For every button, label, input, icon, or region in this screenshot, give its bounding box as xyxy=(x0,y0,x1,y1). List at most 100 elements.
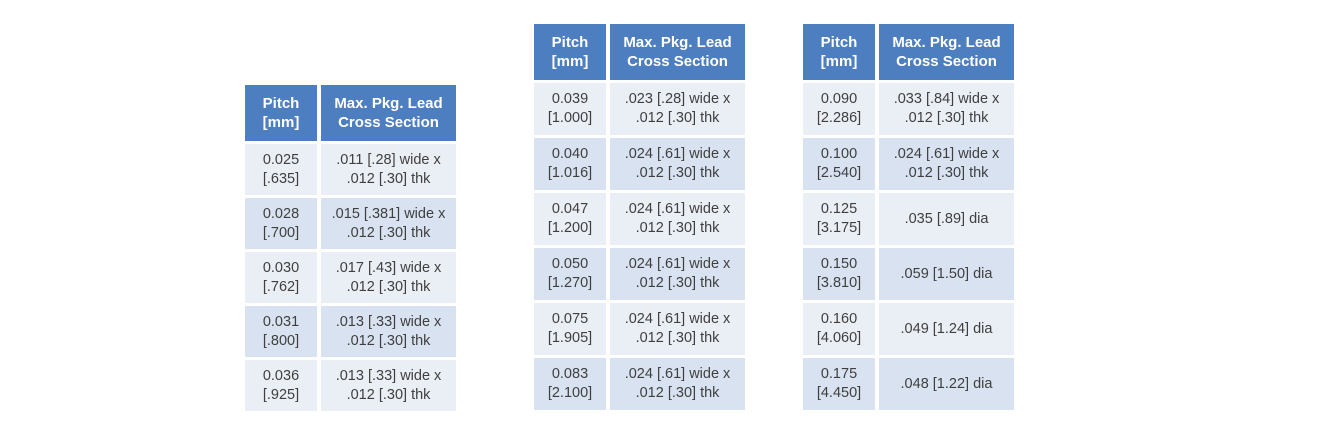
pitch-value-mm: [.700] xyxy=(262,224,300,241)
pitch-value-inches: 0.150 xyxy=(820,256,858,272)
pitch-header-unit: [mm] xyxy=(820,53,858,70)
pitch-value-mm: [.800] xyxy=(262,332,300,349)
cross-section-line: .024 [.61] wide x xyxy=(624,256,731,272)
cross-section-line: .033 [.84] wide x xyxy=(893,91,1000,107)
cross-section-cell: .035 [.89] dia xyxy=(879,193,1014,245)
pitch-value-mm: [2.100] xyxy=(547,385,593,401)
pitch-cell: 0.160 [4.060] xyxy=(803,303,875,355)
cross-section-line: .012 [.30] thk xyxy=(346,386,431,403)
cross-section-line: .012 [.30] thk xyxy=(635,330,720,346)
cross-section-cell: .013 [.33] wide x .012 [.30] thk xyxy=(321,306,456,357)
pitch-value-mm: [.925] xyxy=(262,386,300,403)
pitch-value-mm: [2.286] xyxy=(816,110,862,126)
cross-section-line: .059 [1.50] dia xyxy=(900,265,993,282)
cross-section-line: .023 [.28] wide x xyxy=(624,91,731,107)
cross-header-line1: Max. Pkg. Lead xyxy=(623,34,732,51)
pitch-cell: 0.040 [1.016] xyxy=(534,138,606,190)
pitch-value-inches: 0.047 xyxy=(551,201,589,217)
pitch-value-inches: 0.175 xyxy=(820,366,858,382)
pitch-cell: 0.039 [1.000] xyxy=(534,83,606,135)
cross-section-header-cell: Max. Pkg. Lead Cross Section xyxy=(610,24,745,80)
pitch-value-inches: 0.090 xyxy=(820,91,858,107)
cross-section-cell: .024 [.61] wide x .012 [.30] thk xyxy=(610,193,745,245)
pitch-value-inches: 0.039 xyxy=(551,91,589,107)
cross-header-line1: Max. Pkg. Lead xyxy=(892,34,1001,51)
cross-section-line: .012 [.30] thk xyxy=(346,332,431,349)
pitch-value-inches: 0.030 xyxy=(262,259,300,276)
pitch-header-unit: [mm] xyxy=(262,114,300,131)
pitch-value-inches: 0.040 xyxy=(551,146,589,162)
pitch-value-inches: 0.028 xyxy=(262,205,300,222)
cross-section-header-cell: Max. Pkg. Lead Cross Section xyxy=(879,24,1014,80)
pitch-value-mm: [1.200] xyxy=(547,220,593,236)
cross-section-line: .048 [1.22] dia xyxy=(900,375,993,392)
cross-section-line: .012 [.30] thk xyxy=(346,170,431,187)
pitch-value-inches: 0.100 xyxy=(820,146,858,162)
cross-section-line: .012 [.30] thk xyxy=(635,275,720,291)
pitch-header-cell: Pitch [mm] xyxy=(245,85,317,141)
pitch-value-mm: [1.016] xyxy=(547,165,593,181)
cross-section-cell: .015 [.381] wide x .012 [.30] thk xyxy=(321,198,456,249)
pitch-cell: 0.100 [2.540] xyxy=(803,138,875,190)
pitch-cell: 0.047 [1.200] xyxy=(534,193,606,245)
cross-section-line: .012 [.30] thk xyxy=(904,110,989,126)
pitch-value-inches: 0.031 xyxy=(262,313,300,330)
pitch-value-inches: 0.083 xyxy=(551,366,589,382)
cross-section-line: .035 [.89] dia xyxy=(904,210,989,227)
pitch-value-mm: [.635] xyxy=(262,170,300,187)
pitch-header-label: Pitch xyxy=(551,34,589,51)
cross-section-line: .011 [.28] wide x xyxy=(336,151,441,168)
cross-section-line: .024 [.61] wide x xyxy=(624,311,731,327)
pitch-value-inches: 0.036 xyxy=(262,367,300,384)
pitch-value-inches: 0.050 xyxy=(551,256,589,272)
pitch-value-mm: [1.270] xyxy=(547,275,593,291)
pitch-cell: 0.030 [.762] xyxy=(245,252,317,303)
cross-section-cell: .017 [.43] wide x .012 [.30] thk xyxy=(321,252,456,303)
cross-section-line: .015 [.381] wide x xyxy=(331,205,446,222)
pitch-value-mm: [4.450] xyxy=(816,385,862,401)
cross-section-cell: .013 [.33] wide x .012 [.30] thk xyxy=(321,360,456,411)
cross-header-line2: Cross Section xyxy=(627,53,728,70)
pitch-table-1: Pitch [mm] Max. Pkg. Lead Cross Section … xyxy=(245,85,456,411)
cross-section-cell: .024 [.61] wide x .012 [.30] thk xyxy=(610,303,745,355)
pitch-value-mm: [3.810] xyxy=(816,275,862,291)
cross-section-header-cell: Max. Pkg. Lead Cross Section xyxy=(321,85,456,141)
pitch-value-mm: [4.060] xyxy=(816,330,862,346)
pitch-header-cell: Pitch [mm] xyxy=(534,24,606,80)
pitch-value-inches: 0.125 xyxy=(820,201,858,217)
pitch-cell: 0.083 [2.100] xyxy=(534,358,606,410)
cross-section-line: .024 [.61] wide x xyxy=(624,201,731,217)
cross-section-line: .012 [.30] thk xyxy=(904,165,989,181)
cross-section-line: .012 [.30] thk xyxy=(635,165,720,181)
cross-header-line2: Cross Section xyxy=(338,114,439,131)
cross-section-line: .012 [.30] thk xyxy=(635,385,720,401)
pitch-cell: 0.150 [3.810] xyxy=(803,248,875,300)
pitch-cell: 0.125 [3.175] xyxy=(803,193,875,245)
cross-section-line: .049 [1.24] dia xyxy=(900,320,993,337)
cross-section-cell: .024 [.61] wide x .012 [.30] thk xyxy=(610,248,745,300)
cross-section-cell: .048 [1.22] dia xyxy=(879,358,1014,410)
cross-section-line: .013 [.33] wide x xyxy=(335,367,442,384)
cross-section-line: .024 [.61] wide x xyxy=(624,366,731,382)
cross-section-line: .012 [.30] thk xyxy=(346,224,431,241)
cross-section-line: .024 [.61] wide x xyxy=(624,146,731,162)
cross-section-cell: .059 [1.50] dia xyxy=(879,248,1014,300)
cross-section-cell: .011 [.28] wide x .012 [.30] thk xyxy=(321,144,456,195)
pitch-value-mm: [2.540] xyxy=(816,165,862,181)
pitch-value-mm: [1.905] xyxy=(547,330,593,346)
pitch-cell: 0.028 [.700] xyxy=(245,198,317,249)
pitch-cell: 0.075 [1.905] xyxy=(534,303,606,355)
pitch-cell: 0.031 [.800] xyxy=(245,306,317,357)
pitch-cell: 0.050 [1.270] xyxy=(534,248,606,300)
cross-section-line: .012 [.30] thk xyxy=(346,278,431,295)
cross-section-line: .012 [.30] thk xyxy=(635,220,720,236)
pitch-table-2: Pitch [mm] Max. Pkg. Lead Cross Section … xyxy=(534,24,745,410)
cross-section-cell: .033 [.84] wide x .012 [.30] thk xyxy=(879,83,1014,135)
pitch-value-mm: [1.000] xyxy=(547,110,593,126)
pitch-value-inches: 0.025 xyxy=(262,151,300,168)
cross-section-cell: .049 [1.24] dia xyxy=(879,303,1014,355)
cross-section-cell: .024 [.61] wide x .012 [.30] thk xyxy=(610,358,745,410)
cross-section-line: .013 [.33] wide x xyxy=(335,313,442,330)
cross-header-line2: Cross Section xyxy=(896,53,997,70)
